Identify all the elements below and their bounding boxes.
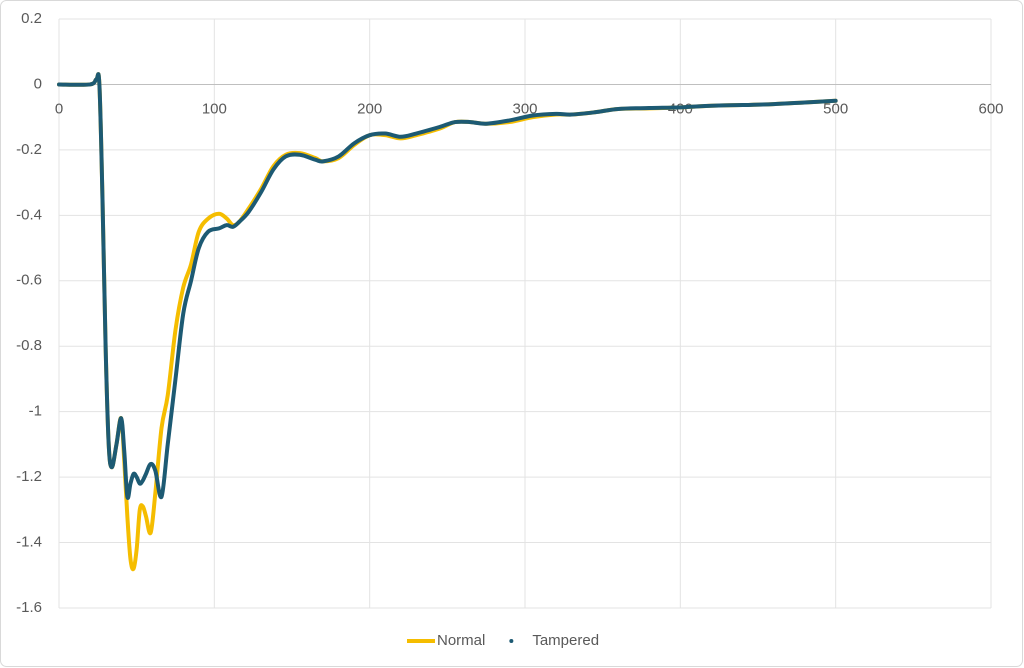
x-tick-label: 200 bbox=[357, 100, 382, 117]
x-tick-label: 300 bbox=[512, 100, 537, 117]
y-tick-label: -1.4 bbox=[16, 534, 42, 551]
x-tick-label: 500 bbox=[823, 100, 848, 117]
x-tick-label: 100 bbox=[202, 100, 227, 117]
legend-label: Normal bbox=[437, 632, 485, 649]
x-tick-label: 600 bbox=[978, 100, 1003, 117]
y-tick-label: 0.2 bbox=[21, 10, 42, 27]
y-tick-label: -1.2 bbox=[16, 468, 42, 485]
y-tick-label: -0.2 bbox=[16, 141, 42, 158]
y-tick-label: -0.6 bbox=[16, 272, 42, 289]
y-tick-label: -0.4 bbox=[16, 206, 42, 223]
legend-label: Tampered bbox=[532, 632, 599, 649]
x-tick-label: 0 bbox=[55, 100, 63, 117]
legend: Normal Tampered bbox=[407, 632, 599, 649]
plot bbox=[57, 72, 838, 572]
y-tick-label: -1 bbox=[29, 403, 42, 420]
y-tick-label: 0 bbox=[34, 75, 42, 92]
y-tick-label: -1.6 bbox=[16, 599, 42, 616]
y-tick-label: -0.8 bbox=[16, 337, 42, 354]
legend-swatch bbox=[509, 639, 514, 643]
series-line bbox=[57, 72, 838, 500]
